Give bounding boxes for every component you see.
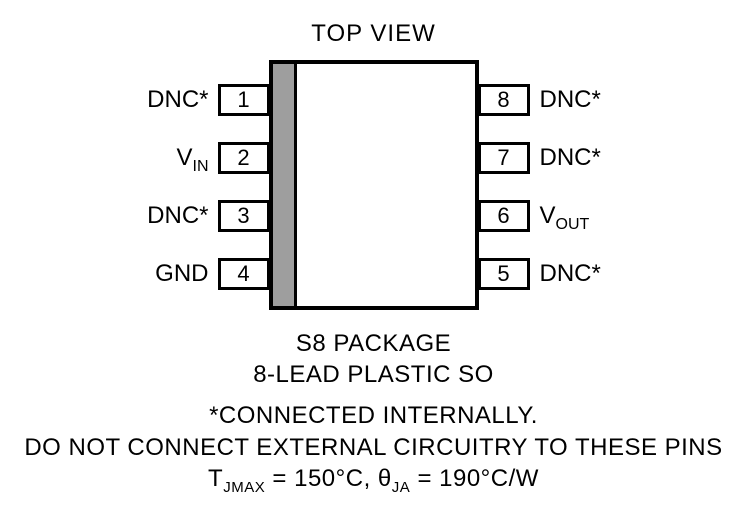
- pin-number: 2: [237, 145, 249, 171]
- package-name-line1: S8 PACKAGE: [24, 328, 722, 359]
- pin-number: 8: [497, 87, 509, 113]
- pin-number: 5: [497, 261, 509, 287]
- pin-number: 4: [237, 261, 249, 287]
- thermal-line: TJMAX = 150°C, θJA = 190°C/W: [24, 463, 722, 497]
- top-view-label: TOP VIEW: [311, 20, 435, 48]
- pin-number: 7: [497, 145, 509, 171]
- chip-body: [269, 60, 479, 310]
- pin-box-1: 1: [218, 84, 270, 116]
- pin-box-7: 7: [478, 142, 530, 174]
- caption-block: S8 PACKAGE 8-LEAD PLASTIC SO *CONNECTED …: [24, 328, 722, 497]
- pin-label-8: DNC*: [540, 86, 601, 118]
- pin-label-6: VOUT: [540, 202, 590, 234]
- footnote-line1: *CONNECTED INTERNALLY.: [24, 400, 722, 431]
- pin-box-5: 5: [478, 258, 530, 290]
- package-diagram: 1 2 3 4 DNC* VIN DNC* GND 8 7 6 5 DNC* D…: [94, 60, 654, 310]
- pin-label-3: DNC*: [134, 202, 209, 234]
- pin-box-6: 6: [478, 200, 530, 232]
- pin-number: 1: [237, 87, 249, 113]
- pin-box-3: 3: [218, 200, 270, 232]
- pin-number: 3: [237, 203, 249, 229]
- pin-label-7: DNC*: [540, 144, 601, 176]
- pin-box-8: 8: [478, 84, 530, 116]
- pin-label-2: VIN: [134, 144, 209, 176]
- pin-number: 6: [497, 203, 509, 229]
- pin-label-4: GND: [134, 260, 209, 292]
- package-name-line2: 8-LEAD PLASTIC SO: [24, 359, 722, 390]
- pin1-indicator-band: [273, 64, 297, 306]
- pin-box-2: 2: [218, 142, 270, 174]
- pin-label-1: DNC*: [134, 86, 209, 118]
- pin-label-5: DNC*: [540, 260, 601, 292]
- footnote-line2: DO NOT CONNECT EXTERNAL CIRCUITRY TO THE…: [24, 432, 722, 463]
- pin-box-4: 4: [218, 258, 270, 290]
